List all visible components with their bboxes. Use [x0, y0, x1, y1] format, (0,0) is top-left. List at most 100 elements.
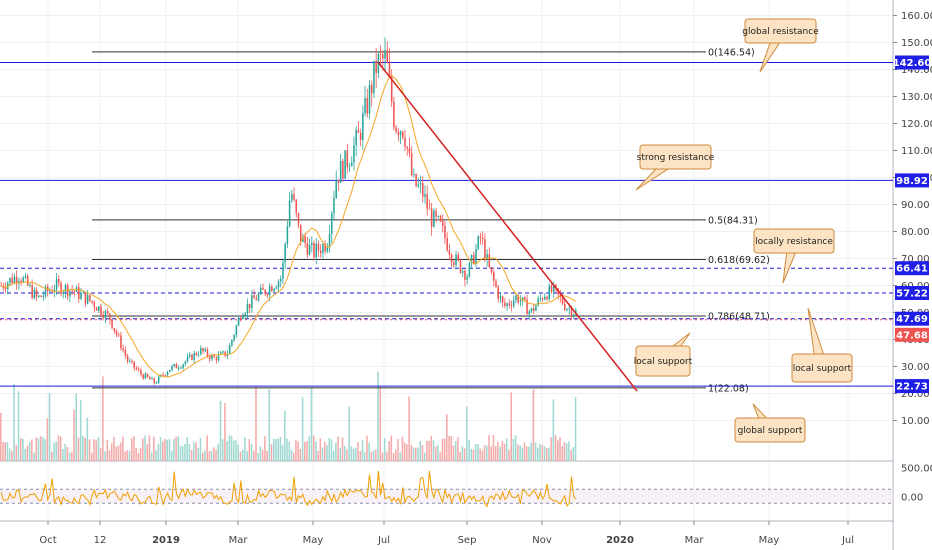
volume-bar — [137, 452, 140, 461]
candle-body — [217, 354, 220, 361]
candle-body — [297, 213, 300, 225]
candle-body — [237, 317, 240, 326]
volume-bar — [434, 446, 437, 461]
candle-body — [339, 160, 342, 183]
price-tag-box — [895, 286, 929, 300]
volume-bar — [497, 441, 499, 461]
candle-body — [473, 254, 475, 264]
volume-bar — [204, 450, 206, 461]
volume-bar — [62, 449, 64, 461]
candle-body — [97, 306, 100, 311]
candle-body — [324, 243, 326, 252]
candle-body — [73, 291, 76, 292]
volume-bar — [370, 451, 373, 461]
candle-body — [446, 238, 448, 251]
volume-bar — [525, 446, 528, 461]
volume-bar — [6, 442, 9, 461]
candle-body — [519, 300, 522, 303]
candle-body — [453, 262, 455, 266]
volume-bar — [272, 438, 275, 461]
volume-bar — [519, 445, 521, 461]
candle-body — [71, 290, 73, 292]
callout-text: locally resistance — [755, 237, 833, 247]
price-tick-label: 130.00 — [901, 92, 932, 103]
volume-bar — [133, 436, 135, 461]
volume-bar — [117, 445, 120, 461]
volume-bar — [181, 446, 184, 461]
time-axis[interactable]: Oct 12 2019 Mar May Jul Sep Nov 2020 Mar May Jul — [39, 521, 854, 546]
price-axis[interactable]: 160.00150.00140.00130.00120.00110.00100.… — [893, 0, 932, 550]
candle-body — [495, 280, 497, 287]
volume-bar — [142, 438, 144, 461]
volume-bar — [401, 436, 404, 461]
candle-body — [326, 247, 329, 252]
candle-body — [100, 306, 102, 315]
annotation-callout: global support — [734, 403, 806, 443]
volume-bar — [552, 399, 555, 461]
candle-body — [11, 277, 13, 283]
volume-bar — [277, 438, 279, 461]
annotation-callout: local support — [634, 332, 693, 377]
candle-body — [508, 303, 511, 306]
candle-body — [166, 371, 169, 376]
callout-text: global resistance — [742, 27, 819, 37]
candle-body — [282, 262, 284, 279]
candle-body — [89, 294, 91, 301]
volume-bar — [4, 442, 6, 461]
osc-tick-label: 500.00 — [901, 464, 932, 475]
volume-bar — [184, 443, 186, 461]
volume-bar — [452, 445, 455, 461]
candle-body — [484, 239, 486, 260]
candle-body — [408, 148, 411, 154]
candle-body — [275, 287, 278, 289]
volume-bar — [281, 444, 284, 461]
candle-body — [9, 277, 11, 283]
candle-body — [353, 145, 355, 163]
volume-bar — [124, 451, 126, 461]
volume-bar — [166, 439, 168, 461]
volume-bar — [499, 446, 501, 461]
candle-body — [532, 308, 535, 311]
candle-body — [64, 285, 67, 292]
volume-bar — [128, 451, 131, 461]
volume-bar — [423, 452, 426, 461]
candle-body — [200, 348, 202, 355]
volume-bar — [295, 439, 297, 461]
time-tick-label: Sep — [458, 535, 477, 546]
candle-body — [182, 364, 184, 368]
volume-bar — [210, 450, 213, 461]
candle-body — [535, 305, 537, 311]
oscillator-pane — [0, 470, 893, 508]
volume-bar — [255, 387, 257, 461]
candle-body — [31, 285, 33, 298]
volume-bar — [257, 452, 259, 461]
volume-bar — [197, 448, 200, 461]
candle-body — [435, 210, 437, 217]
volume-bar — [474, 444, 477, 461]
volume-bar — [208, 451, 211, 461]
candle-body — [133, 361, 136, 368]
volume-bar — [57, 435, 60, 461]
candle-body — [493, 272, 495, 281]
volume-bar — [530, 442, 532, 461]
candle-body — [240, 317, 242, 320]
volume-bar — [415, 447, 417, 461]
volume-bar — [315, 441, 317, 461]
volume-bar — [399, 452, 402, 461]
price-tick-label: 110.00 — [901, 146, 932, 157]
volume-bar — [304, 441, 306, 461]
fib-label: 0.618(69.62) — [708, 255, 770, 266]
volume-bar — [383, 438, 386, 461]
price-tag-box — [895, 379, 929, 394]
candle-body — [60, 282, 62, 295]
volume-bar — [548, 447, 550, 461]
candle-body — [506, 303, 508, 306]
volume-bar — [119, 442, 122, 461]
volume-bar — [488, 435, 490, 461]
support-resistance-levels — [0, 61, 893, 387]
volume-bar — [26, 445, 29, 461]
candle-body — [421, 182, 424, 197]
fib-label: 1(22.08) — [708, 383, 749, 394]
volume-bar — [130, 438, 133, 461]
